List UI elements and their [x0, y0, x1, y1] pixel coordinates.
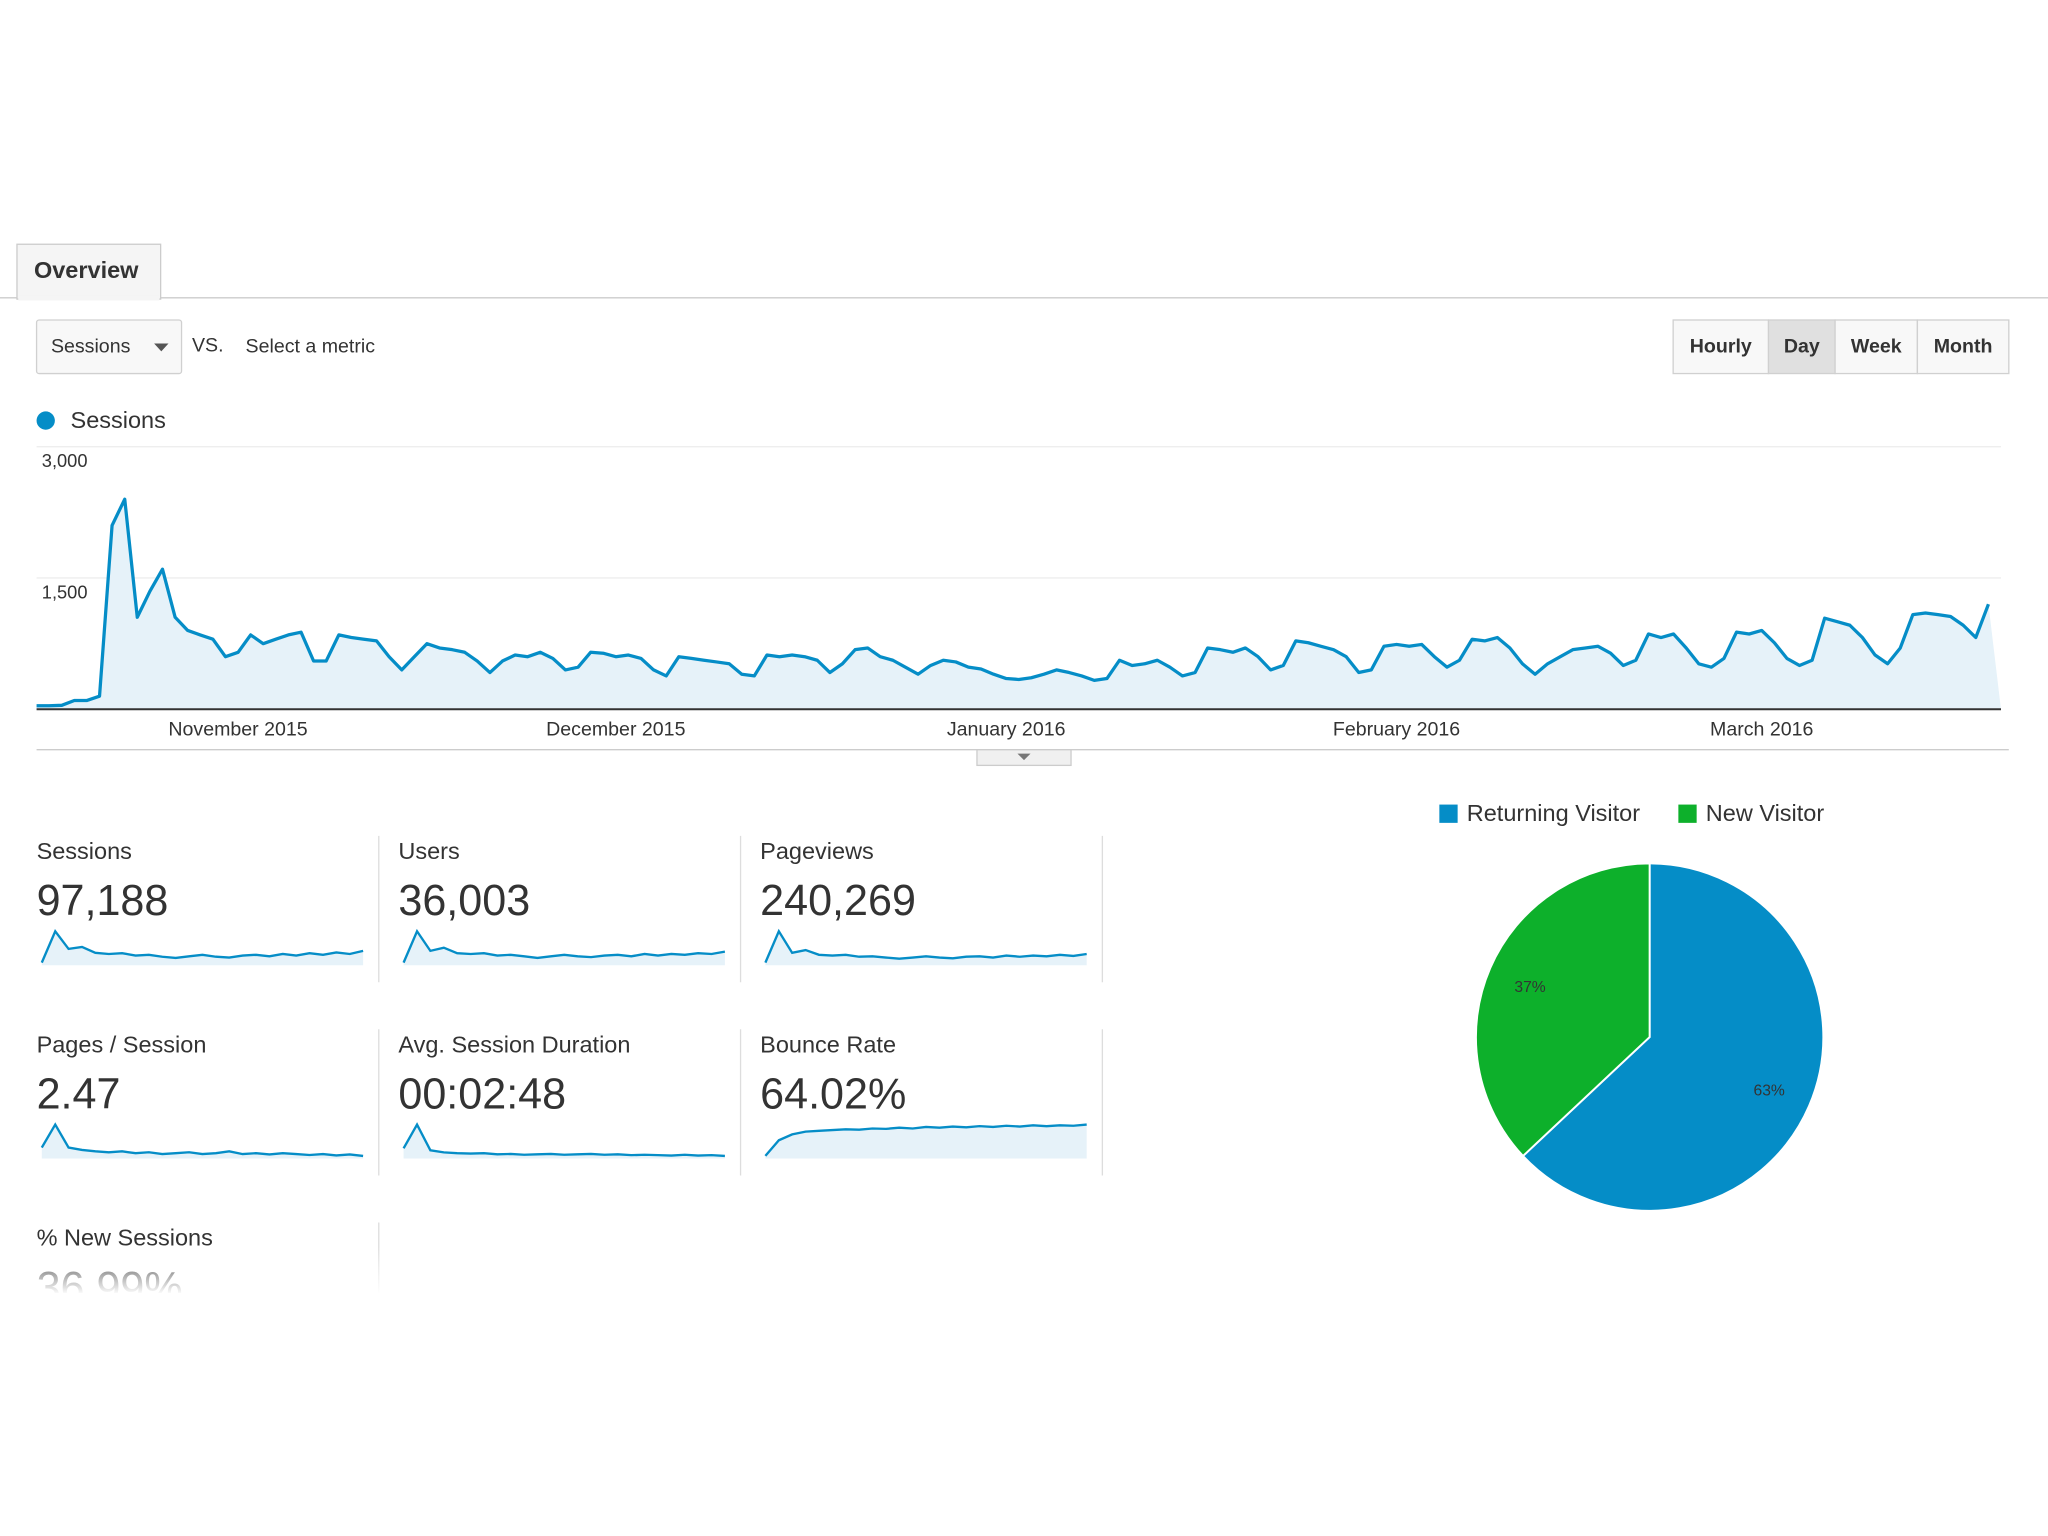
scorecard-label: Bounce Rate — [760, 1031, 896, 1057]
sparkline-area — [765, 931, 1087, 966]
y-tick-label: 1,500 — [42, 581, 88, 602]
interval-label: Month — [1934, 336, 1993, 358]
cutoff — [0, 1293, 2048, 1536]
tab-join — [18, 295, 160, 301]
x-tick-label: January 2016 — [947, 718, 1066, 740]
x-tick-label: March 2016 — [1710, 718, 1813, 740]
sessions-line — [36, 497, 1990, 708]
sparkline — [402, 1122, 725, 1158]
pie-label: 37% — [1514, 979, 1545, 996]
sparkline — [402, 928, 726, 964]
legend-swatch — [1678, 804, 1697, 823]
sparkline — [40, 1122, 364, 1158]
pie-label: 63% — [1754, 1083, 1785, 1100]
x-tick-label: December 2015 — [546, 718, 685, 740]
sparkline — [764, 928, 1087, 964]
interval-label: Week — [1851, 336, 1902, 358]
compare-link[interactable]: Select a metric — [246, 336, 376, 358]
interval-button[interactable] — [1767, 319, 1836, 375]
scorecard-value: 36,003 — [398, 877, 530, 925]
pie-slice — [1474, 862, 1651, 1158]
scorecard-value: 00:02:48 — [398, 1071, 566, 1119]
fade — [0, 1247, 2048, 1295]
legend-label: Returning Visitor — [1467, 800, 1640, 826]
interval-button[interactable] — [1916, 319, 2010, 375]
scorecard-label: Avg. Session Duration — [398, 1031, 630, 1057]
vs-label: VS. — [192, 334, 224, 356]
sparkline-area — [403, 931, 725, 966]
scorecard-value: 64.02% — [760, 1071, 906, 1119]
legend-swatch — [1439, 804, 1458, 823]
scorecard-label: Pages / Session — [37, 1031, 207, 1057]
legend-label: New Visitor — [1706, 800, 1825, 826]
sparkline — [40, 928, 364, 964]
scorecard-label: Pageviews — [760, 838, 874, 864]
scorecard-value: 97,188 — [37, 877, 169, 925]
sparkline-area — [403, 1124, 725, 1159]
interval-buttons: Hourly Day Week Month — [1672, 319, 2010, 375]
metric-label: Sessions — [51, 336, 131, 358]
sessions-area — [36, 499, 2001, 710]
x-tick-label: February 2016 — [1333, 718, 1460, 740]
legend-label: Sessions — [71, 407, 166, 433]
sparkline — [764, 1123, 1087, 1157]
sessions-chart: Sessions 1,500 3,000 November 2015 December … — [36, 407, 2009, 767]
scorecard-value: 2.47 — [37, 1071, 121, 1119]
interval-label: Day — [1784, 336, 1820, 358]
metric-dropdown[interactable] — [35, 319, 183, 375]
visitor-pie: Returning Visitor New Visitor 63% 37% — [1439, 800, 1825, 1212]
x-tick-label: November 2015 — [168, 718, 307, 740]
sparkline-area — [41, 931, 364, 966]
scorecard-value: 240,269 — [760, 877, 916, 925]
y-tick-label: 3,000 — [42, 450, 88, 471]
scorecard-label: Users — [398, 838, 459, 864]
tab-label: Overview — [34, 257, 139, 283]
dropdown-arrow — [154, 343, 169, 352]
tab-bar: Overview — [0, 243, 2048, 301]
sparkline-area — [765, 1124, 1087, 1159]
pie-slice — [1521, 862, 1825, 1212]
scorecard-label: % New Sessions — [37, 1225, 213, 1251]
metric-controls: Sessions VS. Select a metric — [35, 319, 376, 375]
collapse-arrow — [1017, 753, 1031, 761]
scorecard-label: Sessions — [37, 838, 132, 864]
legend-dot — [36, 411, 55, 430]
interval-button[interactable] — [1672, 319, 1770, 375]
interval-label: Hourly — [1690, 336, 1752, 358]
